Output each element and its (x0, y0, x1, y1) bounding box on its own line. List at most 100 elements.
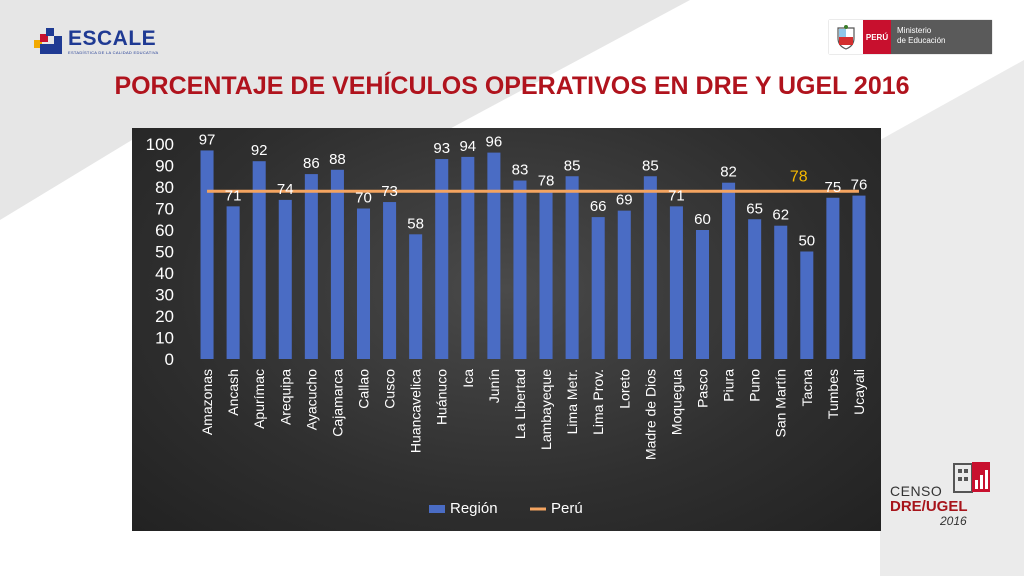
y-tick-label: 60 (155, 221, 174, 240)
bar-data-label: 65 (746, 200, 763, 217)
bar (513, 180, 527, 359)
bar (695, 230, 710, 359)
x-tick-label: Piura (721, 369, 737, 402)
bar (617, 210, 631, 359)
x-tick-label: Huancavelica (408, 369, 424, 453)
logo-name: ESCALE (68, 26, 157, 50)
y-tick-label: 80 (155, 178, 174, 197)
bar (226, 206, 240, 359)
bar-data-label: 96 (486, 134, 503, 151)
x-tick-label: Arequipa (277, 369, 293, 425)
bar-data-label: 60 (694, 211, 711, 228)
bar (774, 225, 788, 359)
bar (409, 234, 423, 359)
y-tick-label: 40 (155, 264, 174, 283)
bar (852, 195, 866, 359)
x-tick-label: Moquegua (668, 369, 684, 435)
bar-data-label: 62 (772, 207, 789, 224)
x-tick-label: Ucayali (851, 369, 867, 415)
censo-line2: DRE/UGEL (890, 498, 968, 515)
x-tick-label: Lima Prov. (590, 369, 606, 435)
bar-data-label: 78 (538, 172, 555, 189)
bar (748, 219, 762, 359)
x-tick-label: Lima Metr. (564, 369, 580, 434)
bar (278, 199, 292, 359)
legend-bar-swatch (429, 505, 445, 513)
censo-line3: 2016 (940, 514, 967, 528)
x-tick-label: Ayacucho (303, 369, 319, 430)
bar (487, 152, 501, 359)
bar-data-label: 73 (381, 183, 398, 200)
bar-data-label: 76 (851, 177, 868, 194)
coat-of-arms-icon (829, 20, 863, 54)
bar-data-label: 86 (303, 155, 320, 172)
bar (356, 208, 371, 359)
chart-panel: 0 10 20 30 40 50 60 70 80 90 100 97 71 92 74 86 88 70 73 58… (132, 128, 881, 531)
bar (826, 197, 840, 359)
y-tick-label: 50 (155, 243, 174, 262)
bar-data-label: 50 (798, 233, 815, 250)
bar-data-label: 85 (642, 157, 659, 174)
x-tick-label: Pasco (695, 369, 711, 408)
y-tick-label: 70 (155, 200, 174, 219)
bar-data-label: 97 (199, 131, 216, 148)
y-tick-label: 30 (155, 286, 174, 305)
legend-label-line: Perú (551, 500, 583, 517)
ministry-country: PERÚ (863, 20, 891, 54)
page-title: PORCENTAJE DE VEHÍCULOS OPERATIVOS EN DR… (114, 72, 910, 100)
escale-logo-mark-icon (34, 26, 64, 56)
bar-data-label: 85 (564, 157, 581, 174)
reference-line-label: 78 (790, 168, 808, 185)
x-tick-label: Amazonas (199, 369, 215, 435)
x-tick-label: Callao (356, 369, 372, 409)
bar (643, 176, 657, 359)
bar (722, 182, 736, 359)
y-tick-label: 20 (155, 307, 174, 326)
bar-data-label: 75 (825, 179, 842, 196)
bar-data-label: 71 (225, 187, 242, 204)
x-tick-label: San Martín (773, 369, 789, 437)
bar (800, 251, 814, 359)
y-tick-label: 100 (146, 135, 174, 154)
bar-data-label: 82 (720, 164, 737, 181)
x-tick-label: Puno (747, 369, 763, 402)
bar (330, 169, 344, 359)
y-tick-label: 10 (155, 329, 174, 348)
ministry-name-line2: de Educación (897, 36, 946, 45)
x-tick-label: Apurímac (251, 369, 267, 429)
x-tick-label: Tumbes (825, 369, 841, 419)
bar (565, 176, 579, 359)
bar (252, 161, 266, 359)
ministry-badge: PERÚ Ministerio de Educación (829, 20, 992, 54)
x-tick-label: Lambayeque (538, 369, 554, 450)
bar (200, 150, 214, 359)
bar (669, 206, 683, 359)
bar-data-label: 69 (616, 192, 633, 209)
bar-data-label: 70 (355, 190, 372, 207)
bar (539, 191, 553, 359)
x-tick-label: La Libertad (512, 369, 528, 439)
bar (591, 217, 605, 359)
bar-data-label: 83 (512, 162, 529, 179)
x-tick-label: Cusco (382, 369, 398, 409)
logo-tagline: ESTADÍSTICA DE LA CALIDAD EDUCATIVA (68, 49, 159, 55)
bar-data-label: 94 (459, 138, 476, 155)
x-tick-label: Madre de Dios (642, 369, 658, 460)
bar (383, 202, 397, 359)
bar-data-label: 74 (277, 181, 294, 198)
bar-chart: 0 10 20 30 40 50 60 70 80 90 100 97 71 92 74 86 88 70 73 58… (146, 131, 868, 517)
x-tick-label: Cajamarca (329, 369, 345, 437)
bar (461, 156, 475, 359)
censo-line1: CENSO (890, 483, 943, 499)
censo-building-icon (953, 462, 990, 493)
legend-label-bar: Región (450, 500, 498, 517)
x-tick-label: Tacna (799, 369, 815, 407)
x-tick-label: Ancash (225, 369, 241, 416)
ministry-name-line1: Ministerio (897, 26, 932, 35)
y-tick-label: 90 (155, 157, 174, 176)
censo-logo: CENSO DRE/UGEL 2016 (888, 454, 998, 544)
escale-logo: ESCALE ESTADÍSTICA DE LA CALIDAD EDUCATI… (34, 26, 159, 56)
x-tick-label: Ica (460, 369, 476, 388)
x-tick-label: Junín (486, 369, 502, 403)
bar-data-label: 88 (329, 151, 346, 168)
